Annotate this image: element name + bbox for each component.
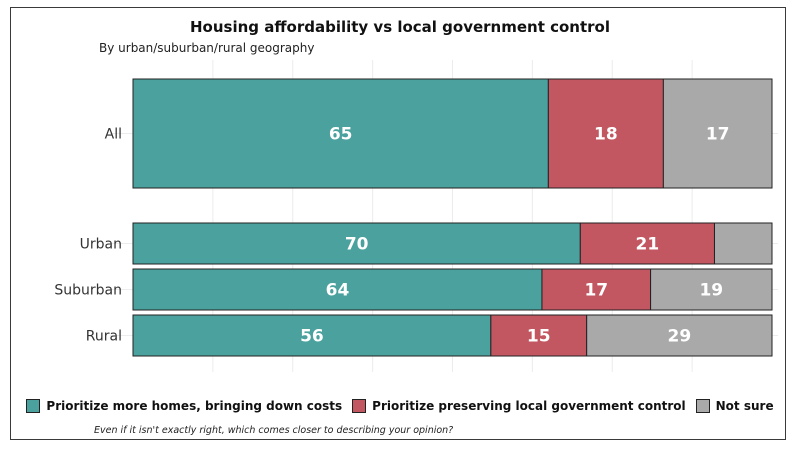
bar-urban-not-sure bbox=[713, 222, 773, 265]
category-label-rural: Rural bbox=[86, 329, 122, 345]
legend-label-more-homes: Prioritize more homes, bringing down cos… bbox=[46, 399, 343, 413]
legend-item-more-homes: Prioritize more homes, bringing down cos… bbox=[26, 399, 342, 413]
legend-swatch-not-sure bbox=[695, 399, 710, 413]
data-label-all-not-sure: 17 bbox=[706, 125, 730, 145]
legend-label-local-control: Prioritize preserving local government c… bbox=[372, 399, 686, 413]
bar-suburban-prioritize-preserving-local-government-control bbox=[541, 268, 652, 311]
data-label-rural-not-sure: 29 bbox=[668, 327, 692, 347]
data-label-all-prioritize-more-homes-bringing-down-costs: 65 bbox=[329, 125, 353, 145]
chart-subtitle: By urban/suburban/rural geography bbox=[99, 41, 315, 55]
legend-label-not-sure: Not sure bbox=[715, 399, 774, 413]
category-label-all: All bbox=[105, 127, 122, 143]
bar-rural-not-sure bbox=[586, 314, 773, 357]
data-label-rural-prioritize-preserving-local-government-control: 15 bbox=[527, 327, 551, 347]
data-label-urban-prioritize-preserving-local-government-control: 21 bbox=[636, 235, 660, 255]
chart-title: Housing affordability vs local governmen… bbox=[190, 18, 610, 36]
data-label-urban-prioritize-more-homes-bringing-down-costs: 70 bbox=[345, 235, 369, 255]
data-label-suburban-prioritize-more-homes-bringing-down-costs: 64 bbox=[326, 281, 350, 301]
data-label-all-prioritize-preserving-local-government-control: 18 bbox=[594, 125, 618, 145]
data-label-suburban-not-sure: 19 bbox=[699, 281, 723, 301]
footnote: Even if it isn't exactly right, which co… bbox=[94, 425, 454, 436]
bar-rural-prioritize-more-homes-bringing-down-costs bbox=[132, 314, 492, 357]
bar-urban-prioritize-preserving-local-government-control bbox=[579, 222, 715, 265]
bar-suburban-not-sure bbox=[650, 268, 773, 311]
legend-item-local-control: Prioritize preserving local government c… bbox=[352, 399, 686, 413]
legend-swatch-more-homes bbox=[26, 399, 41, 413]
category-label-suburban: Suburban bbox=[54, 283, 122, 299]
bar-all-not-sure bbox=[662, 78, 773, 189]
bar-rural-prioritize-preserving-local-government-control bbox=[490, 314, 588, 357]
legend-item-not-sure: Not sure bbox=[695, 399, 774, 413]
data-label-rural-prioritize-more-homes-bringing-down-costs: 56 bbox=[300, 327, 324, 347]
bar-urban-prioritize-more-homes-bringing-down-costs bbox=[132, 222, 581, 265]
legend: Prioritize more homes, bringing down cos… bbox=[0, 399, 800, 413]
legend-swatch-local-control bbox=[352, 399, 367, 413]
bar-suburban-prioritize-more-homes-bringing-down-costs bbox=[132, 268, 543, 311]
bar-all-prioritize-preserving-local-government-control bbox=[547, 78, 664, 189]
data-label-suburban-prioritize-preserving-local-government-control: 17 bbox=[584, 281, 608, 301]
bar-all-prioritize-more-homes-bringing-down-costs bbox=[132, 78, 549, 189]
category-label-urban: Urban bbox=[80, 237, 122, 253]
